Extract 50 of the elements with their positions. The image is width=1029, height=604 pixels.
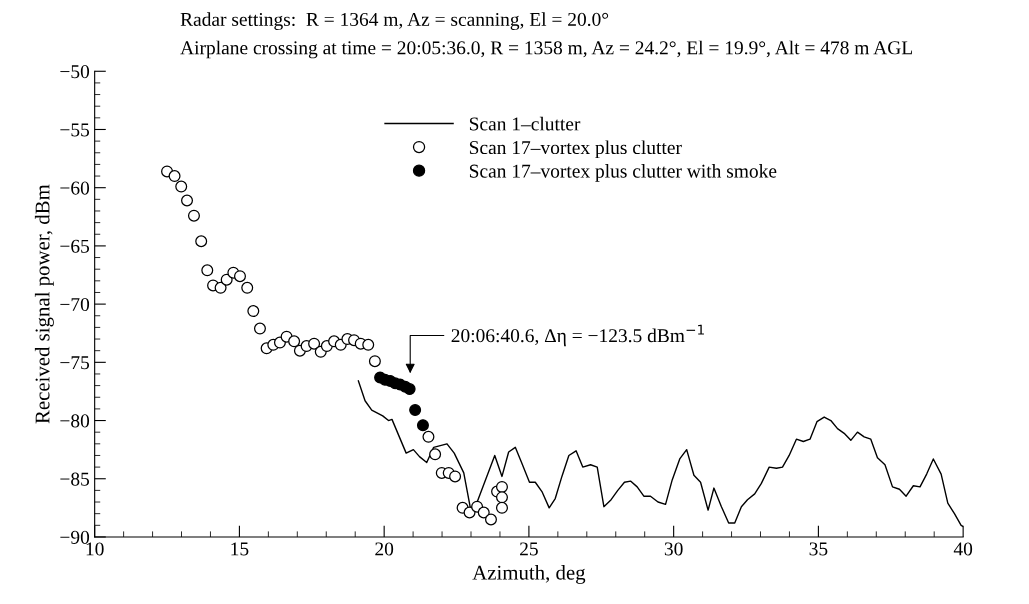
point [181,194,194,207]
x-tick-label: 25 [520,542,538,556]
y-tick-label: −50 [60,65,90,79]
legend-label: Scan 17–vortex plus clutter [469,140,682,159]
y-tick-label: −65 [60,239,90,253]
chart-subtitle: Airplane crossing at time = 20:05:36.0, R = 1358 m, Az = 24.2°, El = 19.9°, Alt = 478 m AGL [180,40,912,59]
point [477,506,490,519]
point [495,501,508,514]
x-tick-label: 20 [375,542,394,556]
x-tick-label: 35 [809,542,828,556]
point [308,337,321,350]
point [288,335,301,348]
y-axis-title: Received signal power, dBm [34,184,54,424]
point [241,281,254,294]
point [403,383,416,396]
point [429,448,442,461]
point [168,170,181,183]
y-tick-label: −75 [60,356,90,370]
point [253,322,266,335]
point [495,480,508,493]
point [484,513,497,526]
point [495,491,508,504]
y-tick-label: −80 [60,414,90,428]
y-tick-label: −85 [60,472,90,486]
x-tick-label: 15 [231,542,249,556]
legend-label: Scan 17–vortex plus clutter with smoke [469,164,777,182]
point [201,264,214,277]
y-tick-label: −90 [60,530,90,544]
point [409,404,422,417]
x-tick-label: 30 [664,542,683,556]
point [195,235,208,248]
point [422,430,435,443]
point [362,338,375,351]
point [187,209,200,222]
y-tick-label: −55 [60,123,90,137]
point [449,470,462,483]
annotation: 20:06:40.6, Δη = −123.5 dBm$^{−1}$ [451,324,704,347]
point [214,281,227,294]
x-axis-title: Azimuth, deg [472,565,586,584]
point [233,270,246,283]
x-tick-label: 10 [86,542,104,556]
point [175,180,188,193]
point [368,355,381,368]
point [416,419,429,432]
legend-label: Scan 1–clutter [469,116,581,131]
x-tick-label: 40 [953,542,973,556]
y-tick-label: −70 [60,297,90,312]
chart-title: Radar settings: R = 1364 m, Az = scanning, El = 20.0° [180,12,609,30]
y-tick-label: −60 [60,181,90,195]
point [247,305,260,318]
